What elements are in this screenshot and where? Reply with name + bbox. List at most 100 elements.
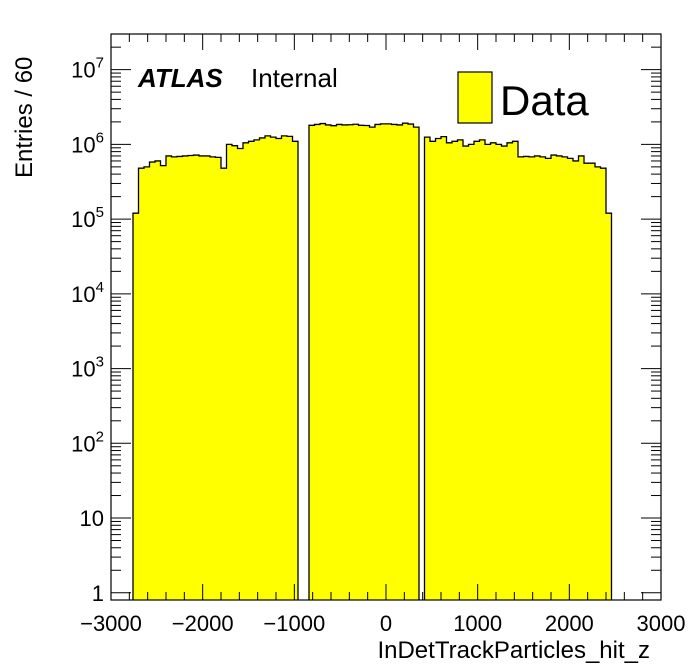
histogram-bar [408,124,414,600]
histogram-bar [133,213,139,600]
histogram-bar [243,142,249,601]
histogram-bar [287,136,293,600]
histogram-bar [424,137,430,600]
y-tick-label: 104 [71,279,104,307]
histogram-bar [171,156,177,600]
histogram-bar [226,144,232,600]
histogram-bar [292,141,298,601]
histogram-bar [166,155,172,600]
histogram-bar [221,168,227,600]
y-tick-label: 103 [71,354,104,382]
histogram-bar [446,142,452,601]
x-tick-label: 3000 [637,611,686,636]
histogram-bar [177,156,183,600]
histogram-bar [149,162,155,600]
atlas-label: ATLAS [137,63,223,93]
histogram-bar [276,138,282,600]
histogram-bar [314,124,320,601]
histogram-bar [265,135,271,600]
histogram-bar [358,125,364,600]
y-tick-label: 10 [80,506,104,531]
histogram-bar [331,125,337,601]
histogram-bar [138,168,144,600]
histogram-bar [413,127,419,600]
histogram-bar [556,155,562,600]
histogram-bar [606,213,612,600]
x-tick-label: 0 [380,611,392,636]
histogram-bar [496,144,502,600]
histogram-bar [523,156,529,600]
histogram-bar [468,144,474,600]
histogram-bar [364,125,370,601]
histogram-bar [347,124,353,601]
histogram-bar [534,155,540,600]
histogram-bar [435,138,441,600]
histogram-bar [430,141,436,601]
x-tick-label: −2000 [172,611,234,636]
histogram-bar [204,155,210,600]
y-axis-ticks: 1 10 102 103 104 105 106 107 [71,33,661,606]
histogram-bar [567,158,573,601]
y-axis-title: Entries / 60 [11,57,38,178]
histogram-bar [479,139,485,600]
histogram-bar [210,156,216,600]
plot-frame [110,33,662,601]
histogram-bar [215,157,221,600]
histogram-bar [584,163,590,600]
histogram-bar [232,145,238,600]
histogram-bar [490,142,496,601]
histogram-bar [248,141,254,601]
histogram-bar [325,124,331,600]
histogram-bar [578,155,584,600]
histogram-bar [375,124,381,601]
x-tick-label: −3000 [80,611,142,636]
histogram-bar [397,124,403,600]
y-tick-label: 102 [71,428,104,456]
histogram-bar [463,146,469,601]
legend: Data [457,71,589,124]
y-tick-label: 107 [71,55,104,83]
histogram-bar [540,156,546,600]
x-axis-ticks: −3000 −2000 −1000 0 1000 2000 3000 [80,34,685,636]
histogram-bar [595,166,601,600]
y-tick-label: 1 [92,581,104,606]
x-tick-label: −1000 [263,611,325,636]
histogram-bar [441,136,447,600]
histogram-bar [485,144,491,600]
histogram-bar [270,137,276,600]
legend-swatch [457,71,493,124]
y-tick-label: 105 [71,204,104,232]
histogram-bar [380,123,386,601]
histogram-bar [518,156,524,600]
histogram-bar [193,155,199,601]
histogram-bar [369,127,375,600]
histogram-bar [281,135,287,600]
histogram-bar [336,124,342,601]
legend-label: Data [500,77,589,124]
histogram-bar [353,124,359,601]
histogram-bar [182,155,188,600]
x-tick-label: 2000 [545,611,594,636]
histogram-bar [254,139,260,600]
histogram-bar [600,168,606,600]
histogram-bar [342,124,348,600]
histogram-bar [391,124,397,601]
histogram-bar [309,125,315,600]
histogram-bar [199,155,205,600]
x-axis-title: InDetTrackParticles_hit_z [377,637,650,664]
y-tick-label: 106 [71,129,104,157]
histogram-bar [155,160,161,600]
histogram-bars [132,122,613,601]
histogram-bar [507,142,513,601]
histogram-bar [501,146,507,601]
histogram-bar [237,148,243,600]
histogram-bar [144,166,150,600]
histogram-bar [160,165,166,601]
histogram-bar [573,160,579,600]
x-tick-label: 1000 [453,611,502,636]
histogram-bar [512,141,518,601]
histogram-bar [452,141,458,601]
histogram-bar [589,163,595,600]
